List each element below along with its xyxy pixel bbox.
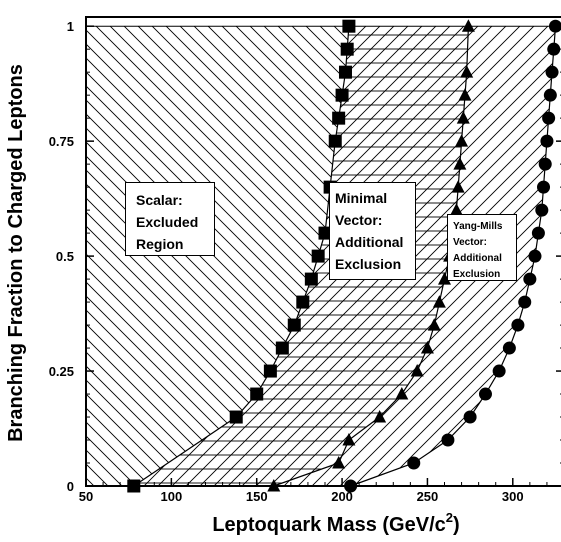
square-marker (296, 295, 310, 309)
x-tick-label: 150 (246, 489, 268, 504)
triangle-marker (460, 65, 474, 78)
circle-marker (511, 318, 525, 332)
square-marker (328, 134, 342, 148)
circle-marker (492, 364, 506, 378)
square-marker (342, 19, 356, 33)
x-axis-ticks: 50 100 150 200 250 300 (79, 478, 548, 504)
minimal-label-line: Exclusion (335, 256, 402, 272)
triangle-marker (456, 111, 470, 124)
triangle-marker (342, 433, 356, 446)
circle-marker (542, 111, 556, 125)
square-marker (311, 249, 325, 263)
yang-label-line: Yang-Mills (453, 221, 503, 232)
circle-marker (531, 226, 545, 240)
circle-marker (548, 19, 561, 33)
square-marker (304, 272, 318, 286)
triangle-marker (451, 180, 465, 193)
circle-marker (518, 295, 532, 309)
circle-marker (463, 410, 477, 424)
y-axis-title: Branching Fraction to Charged Leptons (5, 64, 27, 442)
scalar-label-line: Excluded (136, 214, 199, 230)
triangle-marker (395, 387, 409, 400)
circle-marker (528, 249, 542, 263)
square-marker (340, 42, 354, 56)
circle-marker (441, 433, 455, 447)
y-tick-label: 0.25 (49, 364, 74, 379)
y-tick-label: 0.5 (56, 249, 74, 264)
circle-marker (537, 180, 551, 194)
yang-mills-vector-label: Yang-Mills Vector: Additional Exclusion (447, 214, 517, 281)
scalar-label-line: Region (136, 236, 184, 252)
yang-label-line: Vector: (453, 237, 487, 248)
circle-marker (502, 341, 516, 355)
triangle-marker (453, 157, 467, 170)
x-axis-title: Leptoquark Mass (GeV/c2) (212, 510, 459, 536)
circle-marker (523, 272, 537, 286)
square-marker (332, 111, 346, 125)
scalar-region-label: Scalar: Excluded Region (125, 182, 215, 256)
triangle-marker (458, 88, 472, 101)
yang-label-line: Additional (453, 253, 502, 264)
square-marker (318, 226, 332, 240)
circle-marker (478, 387, 492, 401)
triangle-marker (461, 19, 475, 32)
circle-marker (545, 65, 559, 79)
y-tick-label: 0.75 (49, 134, 74, 149)
triangle-marker (332, 456, 346, 469)
circle-marker (540, 134, 554, 148)
x-tick-label: 50 (79, 489, 93, 504)
yang-mills-vector-region (273, 26, 556, 486)
data-markers (127, 19, 561, 493)
plot-area (86, 26, 556, 486)
yang-label-line: Exclusion (453, 269, 501, 280)
x-tick-label: 200 (331, 489, 353, 504)
x-tick-label: 300 (502, 489, 524, 504)
triangle-marker (410, 364, 424, 377)
triangle-marker (420, 341, 434, 354)
minimal-label-line: Additional (335, 234, 404, 250)
circle-marker (547, 42, 561, 56)
minimal-vector-region-horizontal (133, 26, 469, 486)
scalar-excluded-region (86, 26, 349, 486)
y-tick-label: 0 (67, 479, 74, 494)
circle-marker (538, 157, 552, 171)
triangle-marker (438, 272, 451, 285)
triangle-marker (427, 318, 441, 331)
triangle-marker (432, 295, 446, 308)
minimal-vector-label: Minimal Vector: Additional Exclusion (329, 182, 416, 280)
square-marker (275, 341, 289, 355)
minimal-label-line: Vector: (335, 212, 383, 228)
square-marker (335, 88, 349, 102)
circle-marker (407, 456, 421, 470)
square-marker (263, 364, 277, 378)
square-marker (250, 387, 264, 401)
square-marker (229, 410, 243, 424)
square-marker (338, 65, 352, 79)
x-tick-label: 100 (161, 489, 183, 504)
y-axis-ticks: 0 0.25 0.5 0.75 1 (49, 19, 561, 494)
circle-marker (543, 88, 557, 102)
square-marker (287, 318, 301, 332)
triangle-marker (373, 410, 387, 423)
circle-marker (535, 203, 549, 217)
triangle-marker (455, 134, 469, 147)
minimal-label-line: Minimal (335, 190, 388, 206)
triangle-marker (449, 203, 463, 216)
x-tick-label: 250 (417, 489, 439, 504)
scalar-label-line: Scalar: (136, 192, 183, 208)
y-tick-label: 1 (67, 19, 74, 34)
